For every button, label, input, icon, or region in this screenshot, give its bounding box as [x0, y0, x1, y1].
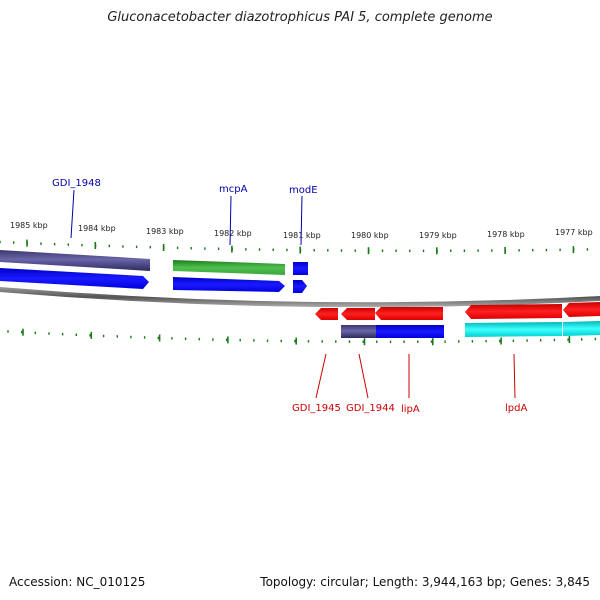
- gene-arrow-right-edge[interactable]: [563, 302, 600, 317]
- tick-label: 1979 kbp: [419, 231, 457, 240]
- tick-label: 1984 kbp: [78, 224, 116, 233]
- callout-line-mode: [300, 195, 303, 246]
- topology-value: circular: [320, 575, 365, 589]
- minor-ticks-inner: [7, 330, 597, 344]
- gene-arrow-mcpa[interactable]: [173, 277, 285, 292]
- gene-labels: GDI_1948 mcpA modE GDI_1945 GDI_1944 lip…: [52, 178, 527, 415]
- callout-line-gdi1948: [70, 189, 75, 239]
- feature-purple-block[interactable]: [0, 250, 150, 271]
- footer-accession: Accession: NC_010125: [9, 575, 145, 589]
- gene-label-gdi1948[interactable]: GDI_1948: [52, 178, 101, 189]
- tick-labels: 1985 kbp 1984 kbp 1983 kbp 1982 kbp 1981…: [10, 221, 593, 240]
- feature-purple-small[interactable]: [341, 325, 376, 338]
- feature-cyan-lpda[interactable]: [465, 322, 562, 337]
- gene-arrow-lipa[interactable]: [375, 307, 443, 320]
- gene-label-gdi1944[interactable]: GDI_1944: [346, 403, 395, 414]
- tick-label: 1981 kbp: [283, 231, 321, 240]
- tick-label: 1983 kbp: [146, 227, 184, 236]
- map-title: Gluconacetobacter diazotrophicus PAI 5, …: [107, 10, 493, 25]
- tick-label: 1978 kbp: [487, 230, 525, 239]
- genome-backbone: [0, 287, 600, 308]
- gene-label-lipa[interactable]: lipA: [401, 404, 420, 415]
- accession-label: Accession:: [9, 575, 73, 589]
- gene-arrow-gdi1948[interactable]: [0, 268, 149, 289]
- gene-arrow-mode[interactable]: [293, 280, 307, 293]
- feature-blue-lipa[interactable]: [376, 325, 444, 338]
- callout-line-gdi1944: [358, 353, 369, 399]
- tick-label: 1977 kbp: [555, 228, 593, 237]
- callout-line-mcpa: [229, 195, 232, 246]
- gene-arrow-lpda[interactable]: [465, 304, 562, 319]
- tick-label: 1982 kbp: [214, 229, 252, 238]
- major-ticks-inner: [22, 328, 571, 346]
- footer-genome-summary: Topology: circular; Length: 3,944,163 bp…: [260, 575, 590, 589]
- gene-label-mode[interactable]: modE: [289, 185, 318, 196]
- gene-block-mode[interactable]: [293, 262, 308, 275]
- inner-tick-ring: [7, 328, 597, 346]
- gene-label-gdi1945[interactable]: GDI_1945: [292, 403, 341, 414]
- tick-label: 1985 kbp: [10, 221, 48, 230]
- accession-value: NC_010125: [76, 575, 146, 589]
- length-label: Length:: [372, 575, 419, 589]
- separator: ;: [501, 575, 507, 589]
- genes-value: 3,845: [555, 575, 590, 589]
- callout-line-lpda: [513, 353, 516, 399]
- reverse-strand-features: [315, 302, 600, 338]
- outer-tick-ring: [0, 239, 589, 255]
- feature-cyan-right-edge[interactable]: [563, 321, 600, 336]
- length-value: 3,944,163 bp: [421, 575, 502, 589]
- callout-lines: [70, 189, 516, 399]
- gene-label-mcpa[interactable]: mcpA: [219, 184, 248, 195]
- forward-strand-features: [0, 250, 308, 293]
- gene-arrow-gdi1944[interactable]: [341, 308, 375, 320]
- genes-label: Genes:: [509, 575, 552, 589]
- topology-label: Topology:: [260, 575, 317, 589]
- feature-green-block[interactable]: [173, 260, 285, 275]
- gene-arrow-gdi1945[interactable]: [315, 308, 338, 320]
- minor-ticks-outer: [0, 240, 589, 253]
- separator: ;: [364, 575, 369, 589]
- gene-label-lpda[interactable]: lpdA: [505, 403, 527, 414]
- tick-label: 1980 kbp: [351, 231, 389, 240]
- callout-line-gdi1945: [315, 353, 327, 399]
